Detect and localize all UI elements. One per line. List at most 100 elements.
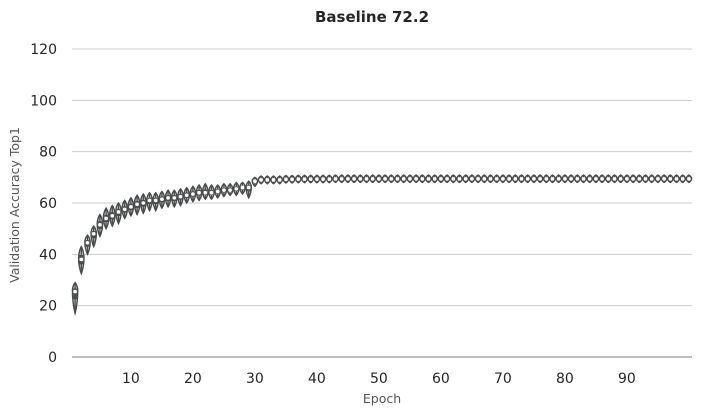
y-tick-label: 60: [39, 196, 57, 212]
violin-median-94: [649, 177, 654, 181]
violin-median-89: [618, 177, 623, 181]
violin-median-61: [445, 177, 449, 181]
violin-median-53: [395, 177, 400, 181]
violin-median-3: [85, 240, 90, 245]
violin-median-68: [488, 177, 493, 181]
violin-median-77: [544, 177, 549, 181]
violin-median-79: [556, 177, 561, 181]
violin-median-33: [271, 178, 276, 182]
violin-median-45: [346, 177, 350, 181]
x-axis-label: Epoch: [363, 391, 401, 406]
violin-median-59: [432, 177, 437, 181]
violin-median-17: [172, 196, 177, 200]
violin-median-46: [352, 177, 356, 181]
violin-median-87: [606, 177, 611, 181]
violin-median-71: [507, 177, 511, 181]
violin-median-63: [457, 177, 462, 181]
x-tick-label: 40: [308, 371, 326, 387]
violin-median-11: [135, 202, 139, 207]
x-tick-labels: 10 20 30 40 50 60 70 80 90: [122, 371, 636, 387]
violin-median-70: [501, 177, 505, 181]
violin-median-23: [209, 190, 214, 195]
violin-box-1: [73, 288, 77, 300]
x-tick-label: 60: [432, 371, 450, 387]
violin-median-75: [532, 177, 536, 181]
violin-median-22: [203, 190, 208, 195]
violin-median-29: [246, 185, 251, 190]
x-tick-label: 50: [370, 371, 388, 387]
chart-title: Baseline 72.2: [315, 8, 429, 26]
violin-median-55: [408, 177, 412, 181]
violin-median-13: [147, 198, 152, 203]
violin-median-12: [141, 201, 146, 205]
violin-median-58: [426, 177, 431, 181]
violin-median-19: [184, 193, 189, 198]
y-tick-label: 0: [48, 350, 57, 366]
violin-median-64: [463, 177, 468, 181]
y-tick-label: 80: [39, 145, 57, 161]
y-tick-label: 100: [30, 93, 57, 109]
violin-median-90: [625, 177, 629, 181]
violin-median-76: [538, 177, 542, 181]
violin-median-5: [98, 223, 102, 227]
violin-median-35: [284, 177, 288, 182]
violin-median-65: [470, 177, 474, 181]
violin-median-51: [383, 177, 387, 181]
y-axis-label: Validation Accuracy Top1: [7, 127, 22, 283]
violin-median-95: [656, 177, 660, 181]
violin-median-18: [178, 194, 183, 199]
violin-median-4: [91, 232, 96, 236]
violin-median-69: [494, 177, 499, 181]
violin-median-96: [662, 177, 666, 181]
violin-median-81: [569, 177, 573, 181]
violin-median-72: [513, 177, 518, 181]
violin-median-91: [631, 177, 635, 181]
violin-median-50: [377, 177, 381, 181]
violin-median-34: [277, 178, 282, 182]
violin-median-66: [476, 177, 480, 181]
violin-median-48: [364, 177, 369, 181]
violin-median-86: [600, 177, 604, 181]
violin-median-39: [308, 177, 313, 181]
violin-median-67: [482, 177, 487, 181]
violin-median-56: [414, 177, 418, 181]
violin-median-98: [674, 177, 679, 181]
violin-median-20: [191, 192, 195, 196]
x-tick-label: 80: [556, 371, 574, 387]
violin-median-38: [302, 177, 307, 181]
violin-median-9: [122, 207, 127, 212]
violin-median-1: [73, 289, 77, 294]
violin-median-6: [104, 216, 108, 221]
violin-median-21: [197, 190, 201, 195]
violin-median-52: [389, 177, 394, 181]
violin-median-82: [575, 177, 580, 181]
violin-median-100: [687, 177, 691, 181]
violin-median-74: [525, 177, 530, 181]
violin-median-88: [612, 177, 617, 181]
violin-median-80: [563, 177, 567, 181]
x-tick-label: 70: [494, 371, 512, 387]
violin-median-36: [290, 177, 294, 182]
violin-median-73: [519, 177, 524, 181]
violin-median-97: [668, 177, 673, 181]
y-tick-label: 40: [39, 247, 57, 263]
violin-median-28: [240, 185, 245, 190]
violin-median-16: [166, 196, 170, 200]
violin-median-54: [401, 177, 406, 181]
violin-median-24: [215, 189, 220, 194]
violin-median-99: [680, 177, 685, 181]
violin-median-26: [228, 188, 232, 192]
violin-median-44: [339, 177, 344, 181]
violin-median-62: [451, 177, 456, 181]
x-tick-label: 10: [122, 371, 140, 387]
violin-median-57: [420, 177, 425, 181]
violin-median-40: [315, 177, 319, 181]
violin-median-14: [153, 198, 158, 203]
violin-median-8: [116, 210, 121, 214]
violin-median-93: [643, 177, 648, 181]
violin-series: [71, 174, 693, 317]
violin-median-2: [79, 257, 84, 262]
violin-median-84: [587, 177, 592, 181]
y-tick-label: 120: [30, 42, 57, 58]
